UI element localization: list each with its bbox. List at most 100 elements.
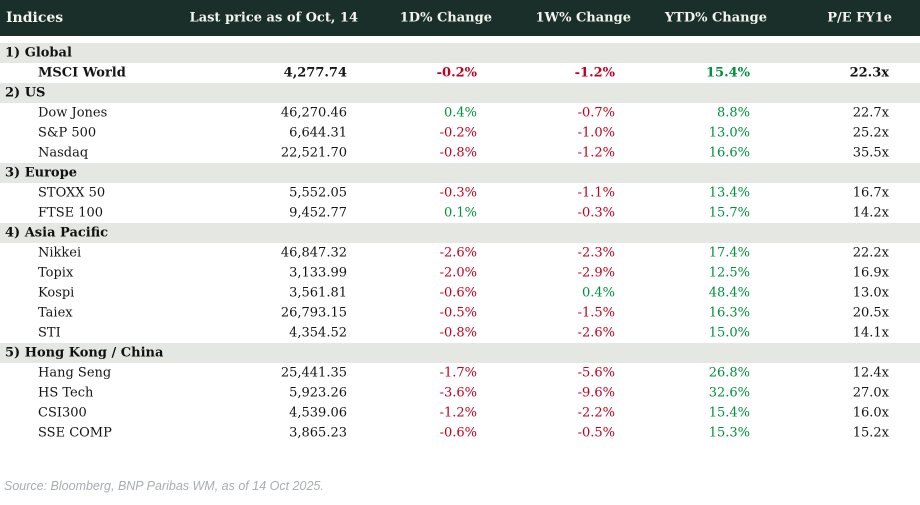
index-name: Nikkei [38,245,82,261]
column-header-indices: Indices [6,10,64,26]
table-row: Dow Jones 46,270.46 0.4% -0.7% 8.8% 22.7x [0,103,920,123]
table-row: STI 4,354.52 -0.8% -2.6% 15.0% 14.1x [0,323,920,343]
change-1d: -2.6% [439,245,477,261]
last-price: 9,452.77 [289,205,347,221]
table-row: Hang Seng 25,441.35 -1.7% -5.6% 26.8% 12.4x [0,363,920,383]
column-header-pe: P/E FY1e [827,10,892,26]
index-name: Kospi [38,285,75,301]
pe-value: 13.0x [852,285,889,301]
change-ytd: 48.4% [708,285,750,301]
section-label: 3) Europe [5,165,77,181]
table-row: Kospi 3,561.81 -0.6% 0.4% 48.4% 13.0x [0,283,920,303]
pe-value: 12.4x [852,365,889,381]
section-label: 1) Global [5,45,72,61]
change-ytd: 26.8% [708,365,750,381]
change-ytd: 16.3% [708,305,750,321]
index-name: HS Tech [38,385,94,401]
change-1w: -2.6% [577,325,615,341]
section-row: 5) Hong Kong / China [0,343,920,363]
table-row: MSCI World 4,277.74 -0.2% -1.2% 15.4% 22.3x [0,63,920,83]
change-1w: -0.3% [577,205,615,221]
pe-value: 15.2x [852,425,889,441]
index-name: Topix [38,265,74,281]
index-name: CSI300 [38,405,87,421]
index-name: Nasdaq [38,145,89,161]
last-price: 6,644.31 [289,125,347,141]
section-row: 3) Europe [0,163,920,183]
change-1w: -1.2% [577,145,615,161]
pe-value: 16.7x [852,185,889,201]
change-ytd: 15.4% [708,405,750,421]
pe-value: 16.9x [852,265,889,281]
last-price: 25,441.35 [280,365,347,381]
change-1d: 0.4% [443,105,477,121]
table-row: Topix 3,133.99 -2.0% -2.9% 12.5% 16.9x [0,263,920,283]
pe-value: 27.0x [852,385,889,401]
change-1d: -1.2% [439,405,477,421]
index-name: SSE COMP [38,425,112,441]
table-row: FTSE 100 9,452.77 0.1% -0.3% 15.7% 14.2x [0,203,920,223]
section-row: 2) US [0,83,920,103]
last-price: 4,277.74 [283,65,347,81]
column-header-1w-change: 1W% Change [535,10,631,26]
section-label: 5) Hong Kong / China [5,345,164,361]
last-price: 46,270.46 [280,105,347,121]
index-name: FTSE 100 [38,205,104,221]
change-1w: -1.5% [577,305,615,321]
pe-value: 22.7x [852,105,889,121]
table-header: Indices Last price as of Oct, 14 1D% Cha… [0,0,920,36]
column-header-ytd-change: YTD% Change [664,10,767,26]
change-1d: -0.8% [439,325,477,341]
pe-value: 14.1x [852,325,889,341]
last-price: 5,923.26 [289,385,347,401]
table-row: Nasdaq 22,521.70 -0.8% -1.2% 16.6% 35.5x [0,143,920,163]
change-1w: -1.0% [577,125,615,141]
index-name: S&P 500 [38,125,97,141]
change-ytd: 13.0% [708,125,750,141]
last-price: 22,521.70 [280,145,347,161]
pe-value: 20.5x [852,305,889,321]
change-1w: -0.7% [577,105,615,121]
change-1d: -0.6% [439,425,477,441]
change-1d: 0.1% [443,205,477,221]
change-1d: -0.8% [439,145,477,161]
column-header-1d-change: 1D% Change [399,10,492,26]
index-name: Dow Jones [38,105,108,121]
last-price: 26,793.15 [280,305,347,321]
section-row: 4) Asia Pacific [0,223,920,243]
table-row: S&P 500 6,644.31 -0.2% -1.0% 13.0% 25.2x [0,123,920,143]
change-1w: -2.9% [577,265,615,281]
last-price: 46,847.32 [280,245,347,261]
table-row: HS Tech 5,923.26 -3.6% -9.6% 32.6% 27.0x [0,383,920,403]
change-1d: -0.6% [439,285,477,301]
change-ytd: 17.4% [708,245,750,261]
pe-value: 22.2x [852,245,889,261]
change-1w: -2.2% [577,405,615,421]
pe-value: 25.2x [852,125,889,141]
change-ytd: 15.7% [708,205,750,221]
index-name: STI [38,325,61,341]
change-1w: 0.4% [581,285,615,301]
change-ytd: 12.5% [708,265,750,281]
change-1w: -5.6% [577,365,615,381]
index-name: Hang Seng [38,365,112,381]
section-label: 4) Asia Pacific [5,225,109,241]
change-1w: -0.5% [577,425,615,441]
change-1d: -0.2% [439,125,477,141]
change-1w: -1.1% [577,185,615,201]
change-1d: -0.3% [439,185,477,201]
index-name: Taiex [38,305,73,321]
table-row: SSE COMP 3,865.23 -0.6% -0.5% 15.3% 15.2x [0,423,920,443]
pe-value: 22.3x [849,65,889,81]
last-price: 4,539.06 [289,405,347,421]
pe-value: 16.0x [852,405,889,421]
last-price: 4,354.52 [289,325,347,341]
column-header-last-price: Last price as of Oct, 14 [189,10,358,26]
index-name: STOXX 50 [38,185,106,201]
change-1w: -2.3% [577,245,615,261]
section-label: 2) US [5,85,46,101]
index-name: MSCI World [38,65,126,81]
last-price: 5,552.05 [289,185,347,201]
change-ytd: 15.4% [705,65,750,81]
